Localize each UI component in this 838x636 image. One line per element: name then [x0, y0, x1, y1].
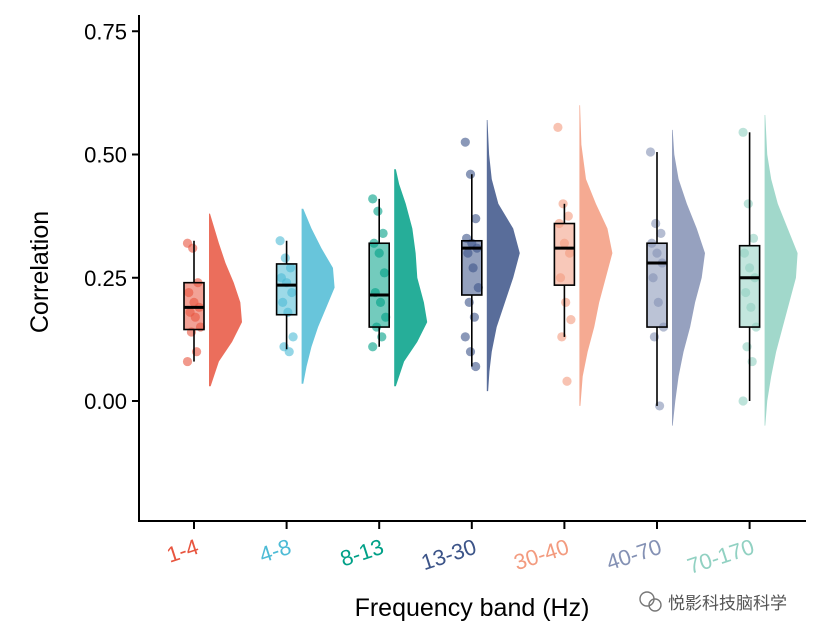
box-iqr [368, 242, 391, 328]
x-tick-label: 13-30 [418, 534, 479, 575]
data-point [738, 396, 748, 406]
data-point [566, 315, 576, 325]
data-point [460, 137, 470, 147]
density-clouds [209, 105, 798, 426]
box-iqr [553, 222, 576, 286]
data-point [182, 356, 193, 367]
data-point [738, 127, 748, 137]
x-tick-label: 4-8 [256, 534, 294, 568]
y-tick-label: 0.75 [84, 19, 127, 44]
x-tick-label: 70-170 [684, 534, 757, 579]
data-point [645, 147, 656, 157]
y-tick-label: 0.00 [84, 389, 127, 414]
watermark: 悦影科技脑科学 [639, 591, 787, 614]
density-cloud [672, 129, 705, 426]
data-point [368, 342, 378, 352]
y-axis-title: Correlation [26, 211, 54, 333]
y-ticks: 0.00 0.25 0.50 0.75 [84, 19, 139, 414]
box-iqr [275, 263, 298, 316]
density-cloud [486, 119, 520, 392]
data-point [471, 213, 481, 224]
data-point [558, 199, 568, 209]
data-point [651, 218, 661, 229]
data-point [373, 206, 383, 216]
data-point [368, 194, 378, 204]
data-point [460, 332, 470, 342]
x-tick-label: 40-70 [603, 534, 664, 575]
x-ticks: 1-4 4-8 8-13 13-30 30-40 40-70 70-170 [164, 521, 757, 579]
x-tick-label: 30-40 [511, 534, 572, 575]
data-point [465, 347, 476, 357]
x-tick-label: 1-4 [164, 534, 202, 568]
watermark-text: 悦影科技脑科学 [668, 594, 787, 614]
data-point [553, 122, 563, 132]
data-point [471, 361, 481, 372]
data-point [275, 236, 285, 246]
density-cloud [579, 105, 613, 406]
box-iqr [646, 242, 668, 328]
box-iqr [460, 239, 483, 296]
data-point [561, 297, 571, 307]
data-point [188, 243, 198, 253]
wechat-icon [639, 591, 662, 612]
data-point [563, 211, 573, 221]
box-plots [183, 132, 761, 406]
data-point [748, 233, 759, 243]
density-cloud [209, 213, 242, 387]
x-axis-title: Frequency band (Hz) [355, 594, 590, 622]
density-cloud [394, 169, 428, 387]
box-iqr [738, 244, 761, 328]
data-point [284, 347, 294, 357]
data-point [288, 332, 298, 342]
data-point [743, 199, 753, 209]
data-point [280, 253, 290, 263]
x-tick-label: 8-13 [337, 534, 387, 571]
density-cloud [301, 208, 335, 384]
data-point [378, 228, 388, 238]
density-cloud [764, 115, 798, 426]
y-tick-label: 0.50 [84, 143, 127, 168]
data-point [465, 169, 476, 179]
y-tick-label: 0.25 [84, 266, 127, 291]
data-point [562, 376, 572, 386]
data-point [656, 228, 666, 238]
